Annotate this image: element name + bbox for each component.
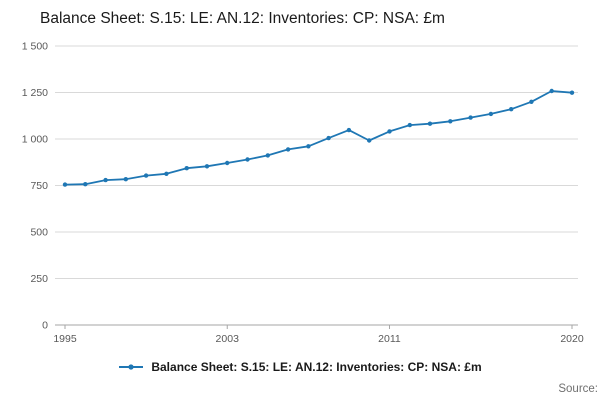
series-line <box>64 90 573 186</box>
data-point-marker <box>245 157 250 162</box>
y-tick-label: 1 250 <box>22 87 48 99</box>
x-tick-label: 1995 <box>53 333 77 345</box>
y-tick-label: 0 <box>42 320 48 332</box>
data-point-marker <box>143 173 149 178</box>
data-point-marker <box>468 115 473 120</box>
y-tick-label: 500 <box>30 227 48 239</box>
legend-line-sample <box>119 364 144 370</box>
data-point-marker <box>123 177 128 182</box>
data-point-marker <box>488 111 494 117</box>
data-point-marker <box>569 90 575 95</box>
data-point-marker <box>326 135 331 141</box>
y-tick-label: 1 500 <box>22 41 48 53</box>
x-tick-label: 2020 <box>560 333 584 345</box>
data-point-marker <box>387 129 392 134</box>
y-tick-label: 250 <box>30 273 48 285</box>
x-tick-label: 2003 <box>216 333 240 345</box>
data-point-marker <box>529 99 534 104</box>
data-point-marker <box>407 122 412 128</box>
source-label: Source: <box>558 383 598 395</box>
chart-svg: 0 250 500 750 1 000 1 250 1 500 1995 2003 2011 202… <box>22 41 584 346</box>
legend-sample-marker <box>128 364 134 370</box>
legend-label: Balance Sheet: S.15: LE: AN.12: Inventor… <box>151 360 482 374</box>
legend: Balance Sheet: S.15: LE: AN.12: Inventor… <box>0 360 600 374</box>
data-point-marker <box>204 164 210 169</box>
data-point-marker <box>184 166 189 171</box>
data-point-marker <box>346 127 352 133</box>
data-point-marker <box>306 144 311 149</box>
data-point-marker <box>103 177 108 183</box>
data-point-marker <box>509 107 514 112</box>
data-point-marker <box>448 119 453 124</box>
data-point-marker <box>225 160 230 166</box>
data-point-marker <box>367 138 372 143</box>
y-tick-label: 1 000 <box>22 134 48 146</box>
data-point-marker <box>427 121 433 126</box>
data-point-marker <box>62 182 68 187</box>
y-tick-label: 750 <box>30 180 48 192</box>
data-point-marker <box>285 147 291 152</box>
data-point-marker <box>549 88 554 94</box>
data-point-marker <box>164 171 169 176</box>
x-tick-label: 2011 <box>378 333 401 345</box>
data-point-marker <box>83 182 88 187</box>
data-point-marker <box>265 153 270 158</box>
chart-title: Balance Sheet: S.15: LE: AN.12: Inventor… <box>40 10 445 27</box>
